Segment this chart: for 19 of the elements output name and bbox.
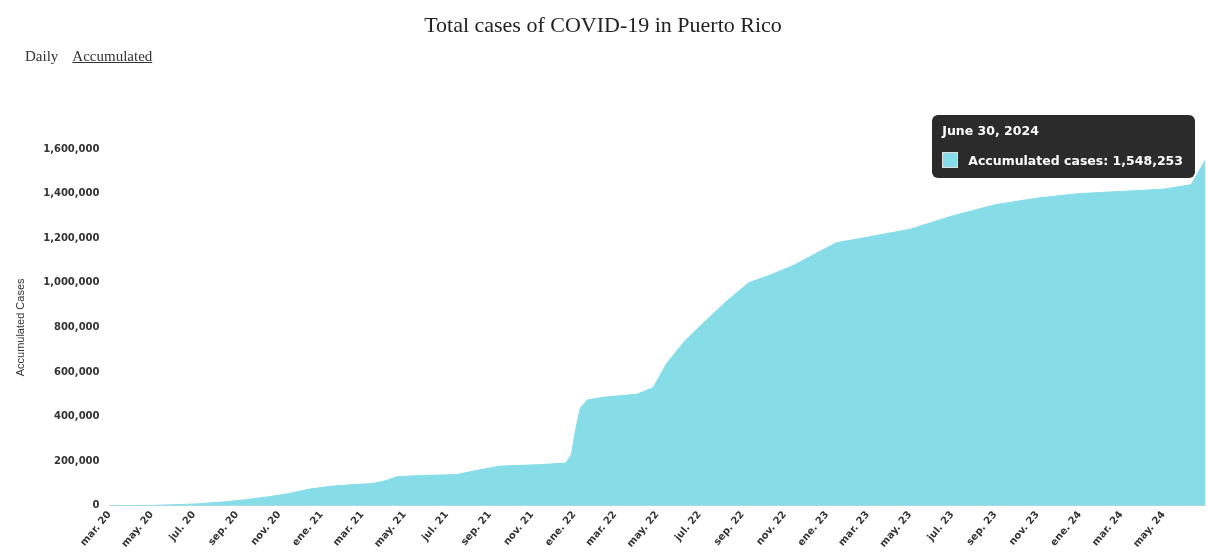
chart-title: Total cases of COVID-19 in Puerto Rico [423, 12, 783, 38]
y-tick-label: 200,000 [53, 454, 100, 466]
x-tick-label: jul. 20 [165, 508, 198, 544]
y-tick-label: 800,000 [53, 321, 100, 333]
text: Accumulated [72, 48, 153, 64]
text: Daily [25, 48, 59, 64]
y-tick-label: 1,000,000 [43, 276, 100, 288]
text: June 30, 2024 [942, 123, 1040, 139]
y-tick-label: 1,600,000 [43, 142, 100, 154]
y-tick-label: 600,000 [53, 365, 100, 377]
x-tick-label: jul. 23 [924, 508, 956, 544]
y-tick-label: 0 [92, 499, 100, 511]
x-tick-label: jul. 22 [671, 508, 704, 544]
y-tick-label: 1,200,000 [43, 231, 100, 243]
y-tick-label: 1,400,000 [43, 187, 100, 199]
x-tick-label: jul. 21 [418, 508, 451, 544]
y-axis-title: Accumulated Cases [13, 278, 26, 377]
annotation: Accumulated cases: 1,548,253 [968, 152, 1183, 168]
y-tick-label: 400,000 [53, 410, 100, 422]
